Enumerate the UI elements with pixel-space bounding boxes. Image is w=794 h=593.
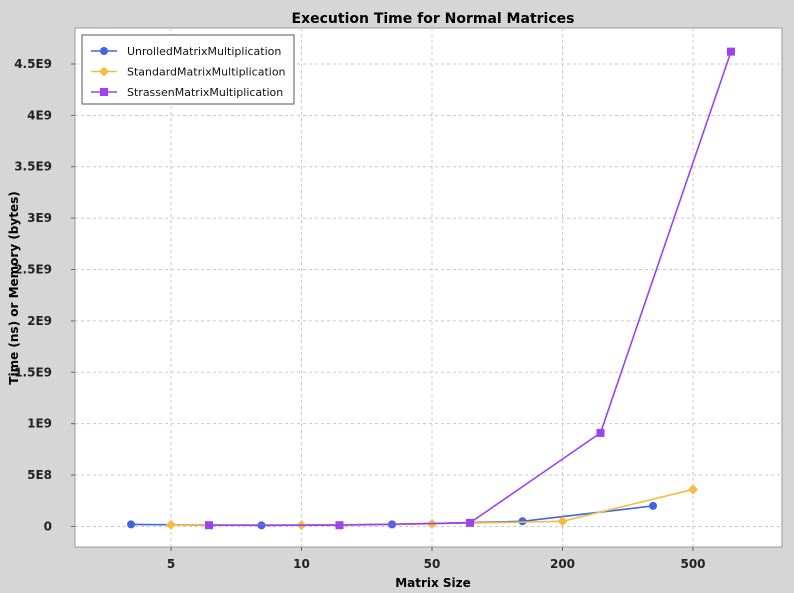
legend-entry: StrassenMatrixMultiplication bbox=[91, 86, 283, 99]
data-point bbox=[649, 501, 657, 510]
x-tick-label: 5 bbox=[167, 557, 175, 571]
y-tick-label: 3.5E9 bbox=[14, 160, 52, 174]
y-tick-label: 4E9 bbox=[27, 108, 52, 122]
series-group bbox=[127, 47, 735, 531]
x-tick-label: 10 bbox=[293, 557, 310, 571]
legend-label: UnrolledMatrixMultiplication bbox=[127, 45, 281, 58]
data-point bbox=[727, 47, 735, 56]
data-point bbox=[466, 518, 474, 527]
grid bbox=[75, 28, 782, 547]
y-tick-label: 2E9 bbox=[27, 314, 52, 328]
y-tick-label: 1.5E9 bbox=[14, 365, 52, 379]
data-point bbox=[166, 519, 176, 530]
legend-marker bbox=[99, 66, 109, 77]
legend-label: StandardMatrixMultiplication bbox=[127, 66, 286, 79]
y-axis-label: Time (ns) or Memory (bytes) bbox=[7, 191, 21, 384]
data-point bbox=[335, 521, 344, 530]
legend-label: StrassenMatrixMultiplication bbox=[127, 86, 283, 99]
y-tick-label: 0 bbox=[44, 519, 52, 533]
y-tick-label: 2.5E9 bbox=[14, 263, 52, 277]
y-axis-ticks: 0 5E8 1E9 1.5E9 2E9 2.5E9 3E9 3.5E9 4E9 4.5E9 bbox=[14, 57, 75, 533]
y-tick-label: 4.5E9 bbox=[14, 57, 52, 71]
legend-box bbox=[81, 34, 295, 105]
series-3 bbox=[205, 47, 735, 530]
x-axis-label: Matrix Size bbox=[395, 576, 471, 590]
legend-entry: StandardMatrixMultiplication bbox=[91, 66, 286, 79]
data-point bbox=[557, 516, 568, 527]
x-tick-label: 200 bbox=[550, 557, 575, 571]
chart-title: Execution Time for Normal Matrices bbox=[292, 11, 575, 27]
legend-marker bbox=[100, 47, 108, 55]
legend-marker bbox=[100, 88, 108, 96]
data-point bbox=[688, 484, 698, 495]
y-tick-label: 3E9 bbox=[27, 211, 52, 225]
data-point bbox=[127, 520, 135, 529]
y-tick-label: 5E8 bbox=[27, 468, 52, 482]
x-axis-ticks: 5 10 50 200 500 bbox=[167, 547, 706, 571]
legend: UnrolledMatrixMultiplication StandardMatr… bbox=[81, 34, 295, 105]
plot-area bbox=[74, 27, 783, 548]
data-point bbox=[205, 521, 213, 530]
y-tick-label: 1E9 bbox=[27, 417, 52, 431]
x-tick-label: 500 bbox=[680, 557, 705, 571]
data-point bbox=[596, 428, 605, 437]
x-tick-label: 50 bbox=[424, 557, 441, 571]
legend-entry: UnrolledMatrixMultiplication bbox=[91, 45, 281, 58]
